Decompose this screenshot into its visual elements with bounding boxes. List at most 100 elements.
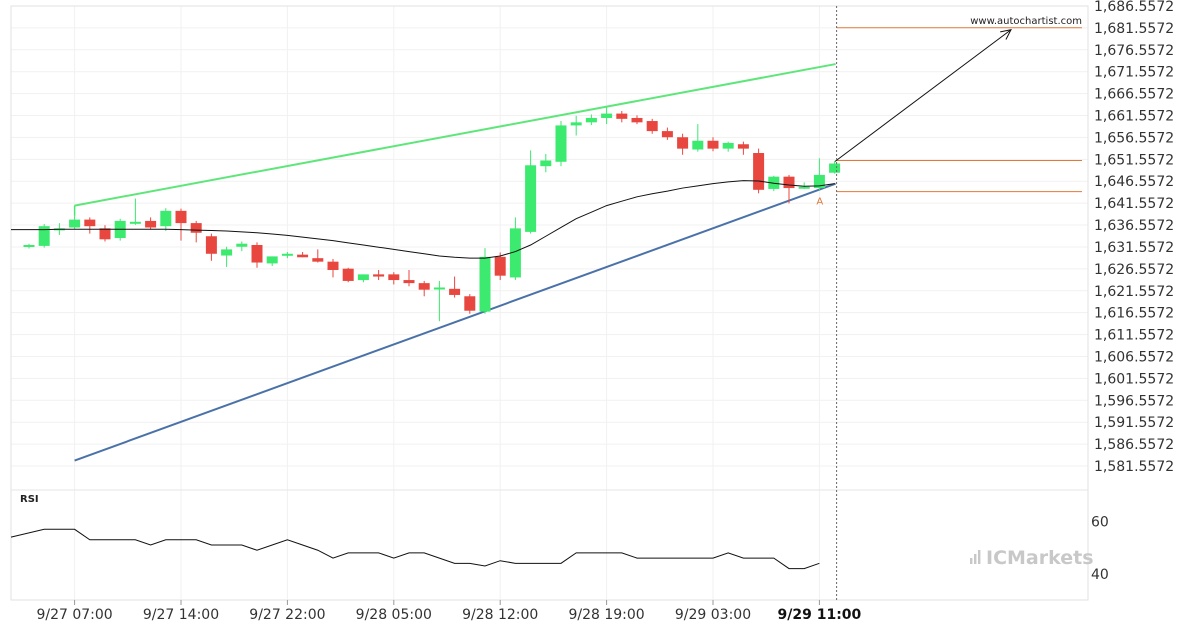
y-tick-label: 1,686.5572 — [1094, 0, 1174, 15]
candle — [813, 158, 825, 190]
candle — [783, 174, 795, 204]
support-line — [74, 182, 836, 462]
candle-body — [38, 226, 50, 246]
candle — [266, 256, 278, 267]
candle-body — [813, 174, 825, 189]
candle — [601, 107, 613, 125]
candle — [555, 121, 567, 167]
logo-bar — [974, 554, 977, 564]
candle — [327, 259, 339, 278]
candle-body — [525, 165, 537, 232]
point-label: A — [816, 196, 823, 207]
candle — [373, 269, 385, 281]
candle — [84, 217, 96, 234]
candle-body — [737, 144, 749, 149]
rsi-line — [10, 528, 820, 570]
candle-body — [798, 186, 810, 189]
candle — [525, 150, 537, 234]
candle — [221, 246, 233, 267]
candle — [357, 274, 369, 283]
x-tick-label: 9/28 12:00 — [462, 607, 538, 623]
candle-body — [281, 253, 293, 256]
candle-body — [677, 137, 689, 149]
candle-body — [509, 228, 521, 278]
candle — [175, 208, 187, 241]
candle — [753, 148, 765, 194]
candle — [145, 217, 157, 230]
candle-body — [373, 274, 385, 277]
candle — [646, 118, 658, 134]
x-tick-label: 9/29 03:00 — [675, 607, 751, 623]
candle — [433, 280, 445, 322]
x-tick-label: 9/28 05:00 — [356, 607, 432, 623]
candle — [540, 153, 552, 173]
rsi-tick-label: 40 — [1091, 567, 1109, 583]
brand-logo: ICMarkets — [970, 547, 1094, 569]
candle-body — [753, 153, 765, 190]
candle — [449, 276, 461, 298]
candle — [616, 110, 628, 123]
candle-body — [23, 245, 35, 248]
candle — [570, 115, 582, 136]
candle-body — [327, 261, 339, 270]
y-tick-label: 1,656.5572 — [1094, 130, 1174, 146]
candle-body — [297, 254, 309, 258]
candle-body — [145, 220, 157, 228]
y-tick-label: 1,611.5572 — [1094, 328, 1174, 344]
candle-body — [160, 210, 172, 227]
candle — [737, 141, 749, 155]
y-tick-label: 1,626.5572 — [1094, 262, 1174, 278]
price-panel-frame — [10, 5, 1089, 601]
candle-body — [175, 210, 187, 224]
candle — [692, 124, 704, 152]
y-tick-label: 1,636.5572 — [1094, 218, 1174, 234]
brand-logo-text: ICMarkets — [986, 547, 1094, 569]
candle — [798, 182, 810, 189]
x-tick-label: 9/29 11:00 — [778, 607, 862, 623]
candle — [479, 248, 491, 314]
candle — [342, 267, 354, 283]
y-tick-label: 1,671.5572 — [1094, 65, 1174, 81]
candle — [585, 114, 597, 125]
candle — [388, 272, 400, 285]
candle — [99, 225, 111, 242]
candle-body — [449, 288, 461, 295]
candle — [829, 160, 841, 174]
brand-logo-icon — [970, 550, 981, 564]
y-tick-label: 1,616.5572 — [1094, 306, 1174, 322]
candle — [38, 223, 50, 248]
x-tick-label: 9/27 14:00 — [143, 607, 219, 623]
candle — [418, 280, 430, 297]
rsi-panel — [10, 528, 820, 570]
candle-body — [99, 228, 111, 240]
candle — [707, 137, 719, 152]
candle — [631, 115, 643, 125]
y-tick-label: 1,651.5572 — [1094, 152, 1174, 168]
candle-body — [190, 223, 202, 233]
y-tick-label: 1,661.5572 — [1094, 109, 1174, 125]
y-tick-label: 1,681.5572 — [1094, 21, 1174, 37]
candle-body — [829, 163, 841, 173]
x-axis-ticks: 9/27 07:00 9/27 14:00 9/27 22:00 9/28 05:00… — [36, 600, 862, 623]
candle — [403, 269, 415, 287]
y-tick-label: 1,596.5572 — [1094, 393, 1174, 409]
candle — [251, 242, 263, 268]
candle-body — [357, 274, 369, 281]
candle-body — [205, 236, 217, 254]
ma-line — [11, 180, 835, 259]
y-tick-label: 1,676.5572 — [1094, 43, 1174, 59]
candle — [509, 217, 521, 281]
candle-body — [692, 140, 704, 150]
candle-body — [84, 219, 96, 227]
y-tick-label: 1,591.5572 — [1094, 415, 1174, 431]
candle-body — [388, 274, 400, 281]
x-tick-label: 9/27 07:00 — [36, 607, 112, 623]
candle — [69, 205, 81, 230]
horizontal-levels — [836, 27, 1082, 193]
candle-body — [69, 219, 81, 228]
y-tick-label: 1,646.5572 — [1094, 174, 1174, 190]
candle-body — [555, 125, 567, 162]
candle-body — [479, 256, 491, 312]
candle — [677, 133, 689, 155]
